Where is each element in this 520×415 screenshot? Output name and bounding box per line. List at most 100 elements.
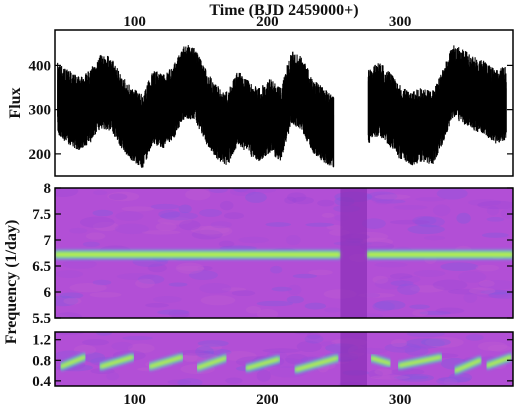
noise-blob (55, 295, 79, 307)
noise-blob (308, 269, 333, 276)
noise-blob (176, 265, 205, 271)
noise-blob (171, 312, 191, 318)
noise-blob (155, 222, 177, 232)
flux-panel: 200 300 400 Flux (7, 29, 514, 177)
y-tick-label-300: 300 (29, 103, 52, 119)
noise-blob (436, 377, 461, 385)
low-ridge-3 (196, 356, 227, 370)
noise-blob (157, 309, 190, 315)
noise-blob (197, 265, 213, 271)
noise-blob (292, 273, 318, 279)
top-axis-title: Time (BJD 2459000+) (209, 2, 358, 19)
noise-blob (477, 200, 513, 210)
noise-blob (393, 375, 429, 380)
noise-blob (306, 332, 321, 340)
noise-blob (153, 296, 182, 303)
noise-blob (393, 205, 428, 210)
noise-blob (317, 199, 335, 207)
noise-blob (114, 223, 149, 235)
noise-blob (285, 234, 301, 246)
noise-blob (137, 274, 165, 284)
noise-blob (59, 292, 84, 299)
noise-blob (397, 283, 420, 295)
noise-blob (203, 348, 232, 356)
bottom-tick-labels: 100 200 300 (123, 392, 411, 408)
noise-blob (83, 352, 106, 363)
noise-blob (107, 191, 140, 202)
noise-blob (237, 188, 277, 194)
noise-blob (285, 353, 309, 365)
noise-blob (157, 216, 192, 225)
low-ridge-0 (59, 355, 87, 369)
noise-blob (475, 264, 500, 272)
noise-blob (410, 285, 445, 293)
ridge-core (55, 252, 341, 258)
noise-blob (391, 338, 408, 348)
noise-blob (448, 372, 473, 383)
y-tick-label-6.5: 6.5 (32, 259, 51, 275)
noise-blob (195, 346, 214, 358)
noise-blob (357, 292, 396, 298)
noise-blob (440, 262, 479, 272)
noise-blob (229, 188, 256, 197)
noise-blob (414, 216, 445, 228)
noise-blob (372, 301, 395, 312)
noise-blob (480, 289, 513, 295)
noise-blob (396, 373, 435, 382)
noise-blob (361, 218, 386, 229)
low-ridge-5 (294, 356, 339, 372)
noise-blob (256, 309, 279, 318)
noise-blob (197, 340, 229, 347)
y-tick-label-200: 200 (29, 147, 52, 163)
noise-blob (238, 236, 269, 244)
noise-blob (371, 193, 394, 205)
spectrogram-high-frame (54, 187, 514, 319)
noise-blob (389, 219, 430, 225)
noise-blob (177, 378, 203, 386)
noise-blob (488, 291, 513, 299)
noise-blob (199, 208, 223, 217)
noise-blob (55, 314, 70, 318)
noise-blob (447, 288, 486, 295)
noise-blob (221, 287, 247, 292)
noise-blob (147, 263, 167, 273)
noise-blob (221, 350, 257, 362)
flux-panel-frame (54, 29, 514, 177)
noise-blob (413, 270, 446, 277)
noise-blob (419, 310, 451, 316)
low-ridge-4 (245, 357, 281, 370)
frequency-ylabel: Frequency (1/day) (3, 220, 20, 345)
noise-blob (304, 302, 327, 310)
low-ridge-6 (370, 356, 392, 366)
noise-blob (158, 209, 181, 219)
noise-blob (284, 196, 297, 204)
noise-blob (82, 339, 109, 346)
noise-blob (475, 289, 512, 298)
noise-blob (458, 271, 487, 283)
noise-blob (372, 275, 389, 284)
spectrogram-low-gap (340, 332, 367, 386)
noise-blob (435, 307, 465, 314)
spectrogram-high-panel: 5.5 6 6.5 7 7.5 8 Frequency (1/day) (3, 181, 514, 345)
noise-blob (160, 211, 198, 221)
spectrogram-high-y-ticks: 5.5 6 6.5 7 7.5 8 (32, 181, 513, 327)
noise-blob (188, 270, 218, 281)
noise-blob (179, 220, 201, 231)
noise-blob (406, 332, 445, 338)
noise-blob (111, 341, 133, 351)
noise-blob (359, 241, 395, 251)
noise-blob (468, 287, 496, 295)
noise-blob (191, 229, 223, 240)
y-tick-label-7: 7 (44, 233, 52, 249)
noise-blob (231, 290, 256, 297)
noise-blob (412, 216, 437, 226)
low-ridge-9 (485, 355, 513, 368)
noise-blob (262, 348, 301, 353)
noise-blob (90, 368, 115, 375)
noise-blob (63, 297, 82, 305)
flux-y-ticks: 200 300 400 (29, 58, 513, 163)
noise-blob (122, 335, 154, 341)
noise-blob (425, 337, 464, 348)
noise-blob (178, 349, 210, 356)
noise-blob (374, 300, 406, 310)
